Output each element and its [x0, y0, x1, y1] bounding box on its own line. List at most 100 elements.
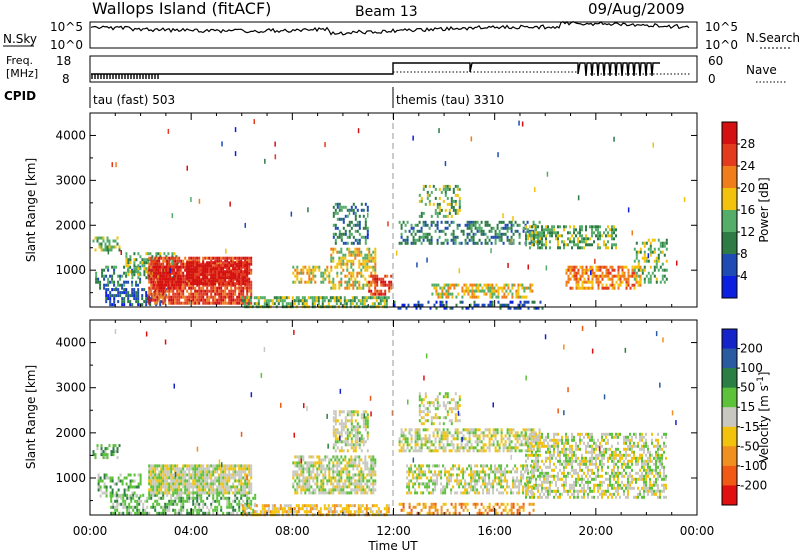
velocity-echo-cell — [458, 449, 461, 453]
power-echo-cell — [637, 280, 640, 284]
velocity-echo-cell — [318, 467, 321, 471]
power-echo-cell — [358, 214, 361, 218]
velocity-echo-cell — [364, 419, 367, 423]
power-echo-cell — [611, 283, 614, 287]
power-echo-cell — [647, 271, 650, 275]
velocity-echo-cell — [228, 496, 231, 500]
power-echo-cell — [178, 259, 181, 263]
power-echo-cell — [354, 250, 357, 254]
power-echo-cell — [306, 271, 309, 275]
power-echo-cell — [573, 237, 575, 241]
velocity-echo-cell — [198, 488, 201, 492]
power-echo-cell — [490, 235, 493, 239]
power-echo-cell — [543, 243, 545, 247]
velocity-echo-cell — [150, 482, 153, 486]
power-echo-cell — [483, 283, 486, 287]
power-echo-cell — [384, 280, 387, 284]
velocity-echo-cell — [354, 458, 357, 462]
velocity-echo-cell — [420, 437, 423, 441]
power-echo-cell — [190, 261, 193, 265]
power-echo-cell — [364, 253, 367, 257]
velocity-echo-cell — [194, 470, 197, 474]
velocity-echo-cell — [444, 431, 447, 435]
power-echo-cell — [294, 280, 297, 284]
velocity-echo-cell — [192, 479, 195, 483]
power-echo-cell — [450, 220, 453, 224]
power-echo-cell — [418, 229, 421, 233]
power-echo-cell — [611, 265, 614, 269]
velocity-echo-cell — [244, 479, 247, 483]
power-echo-cell — [625, 280, 628, 284]
power-echo-noise — [210, 259, 213, 265]
power-echo-cell — [541, 234, 543, 238]
power-echo-cell — [148, 301, 151, 305]
power-echo-cell — [643, 259, 646, 263]
velocity-echo-cell — [352, 446, 355, 450]
power-echo-cell — [432, 220, 435, 224]
velocity-echo-cell — [244, 491, 247, 495]
power-echo-cell — [480, 226, 483, 230]
power-echo-cell — [196, 273, 199, 277]
power-echo-cell — [414, 223, 417, 227]
power-echo-cell — [351, 302, 354, 306]
power-echo-cell — [527, 237, 529, 241]
velocity-echo-cell — [230, 473, 233, 477]
power-echo-cell — [491, 295, 494, 299]
velocity-echo-cell — [139, 479, 142, 483]
velocity-echo-cell — [304, 479, 307, 483]
velocity-echo-cell — [220, 482, 223, 486]
power-echo-cell — [496, 223, 499, 227]
power-echo-cell — [160, 295, 163, 299]
power-echo-cell — [510, 235, 513, 239]
power-echo-cell — [647, 277, 650, 281]
power-echo-cell — [248, 262, 251, 266]
power-echo-cell — [287, 302, 290, 306]
velocity-echo-cell — [335, 510, 338, 514]
velocity-echo-cell — [297, 507, 300, 511]
velocity-echo-cell — [156, 467, 159, 471]
velocity-echo-cell — [158, 502, 161, 506]
velocity-echo-cell — [176, 476, 179, 480]
velocity-echo-cell — [442, 428, 445, 432]
velocity-echo-cell — [132, 505, 135, 509]
power-echo-cell — [370, 253, 373, 257]
velocity-echo-cell — [368, 485, 371, 489]
velocity-echo-cell — [212, 491, 215, 495]
power-echo-cell — [113, 283, 116, 287]
power-echo-cell — [340, 232, 343, 236]
velocity-echo-cell — [200, 491, 203, 495]
velocity-echo-cell — [216, 488, 219, 492]
power-echo-cell — [309, 296, 312, 300]
velocity-echo-cell — [178, 511, 181, 515]
velocity-echo-cell — [186, 508, 189, 512]
velocity-echo-cell — [170, 470, 173, 474]
power-echo-cell — [355, 296, 358, 300]
power-echo-cell — [473, 289, 476, 293]
power-echo-cell — [581, 265, 584, 269]
power-echo-cell — [591, 274, 594, 278]
velocity-echo-cell — [362, 476, 365, 480]
velocity-echo-cell — [287, 507, 290, 511]
velocity-echo-cell — [350, 458, 353, 462]
power-echo-cell — [579, 231, 581, 235]
power-echo-cell — [583, 271, 586, 275]
power-echo-cell — [609, 228, 611, 232]
power-echo-cell — [346, 235, 349, 239]
velocity-echo-cell — [332, 455, 335, 459]
power-echo-cell — [174, 295, 177, 299]
power-echo-cell — [206, 301, 209, 305]
velocity-echo-cell — [468, 440, 471, 444]
velocity-echo-cell — [372, 458, 375, 462]
velocity-echo-cell — [350, 491, 353, 495]
velocity-echo-cell — [182, 467, 185, 471]
velocity-echo-cell — [127, 485, 130, 489]
velocity-echo-cell — [172, 493, 175, 497]
velocity-echo-cell — [158, 491, 161, 495]
power-echo-cell — [479, 283, 482, 287]
velocity-echo-cell — [358, 470, 361, 474]
power-echo-cell — [400, 223, 403, 227]
power-echo-cell — [145, 261, 148, 265]
power-echo-cell — [443, 286, 446, 290]
velocity-echo-cell — [295, 510, 298, 514]
power-echo-cell — [383, 296, 386, 300]
